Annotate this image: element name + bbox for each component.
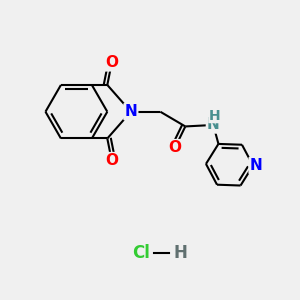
Text: H: H [209, 109, 220, 122]
Text: O: O [169, 140, 182, 155]
Text: O: O [105, 153, 118, 168]
Text: H: H [174, 244, 188, 262]
Text: O: O [105, 56, 118, 70]
Text: Cl: Cl [132, 244, 150, 262]
Text: N: N [124, 104, 137, 119]
Text: N: N [207, 118, 220, 133]
Text: N: N [250, 158, 262, 173]
